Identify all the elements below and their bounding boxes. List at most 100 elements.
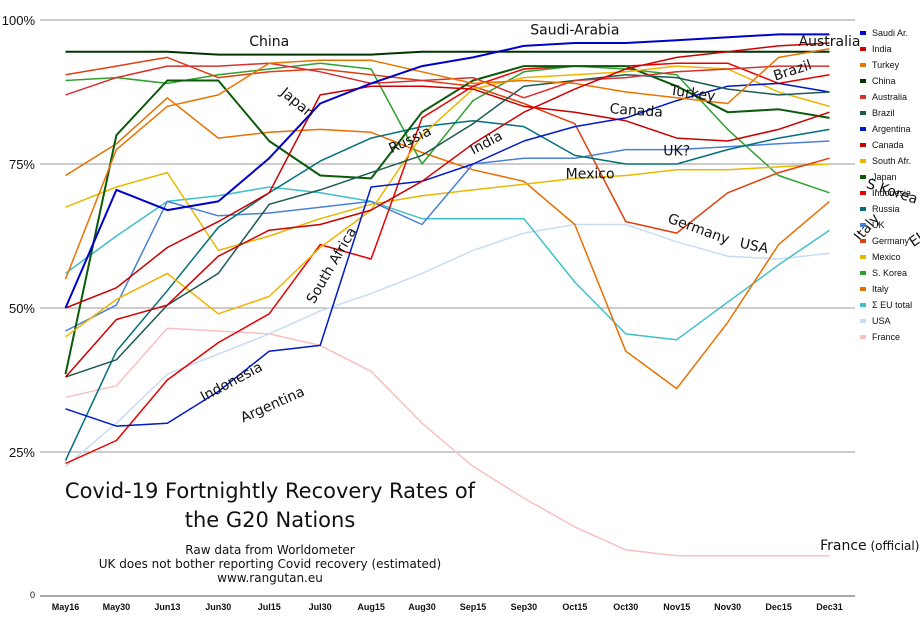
legend-entry: Σ EU total	[872, 300, 912, 310]
x-tick-label: Jun13	[154, 602, 180, 612]
legend-entry: Turkey	[872, 60, 900, 70]
annotation-suffix: (official)	[867, 539, 920, 553]
series-line-13	[65, 56, 830, 234]
series-line-14	[65, 163, 830, 252]
series-line-11	[64, 120, 830, 461]
x-tick-label: Aug30	[408, 602, 436, 612]
legend-swatch	[860, 79, 866, 83]
series-line-19	[65, 327, 830, 557]
y-tick-label: 100%	[2, 13, 36, 28]
legend-swatch	[860, 63, 866, 67]
series-line-12	[65, 140, 830, 332]
legend-swatch	[860, 303, 866, 307]
series-line-8	[65, 65, 830, 338]
legend-entry: Italy	[872, 284, 889, 294]
legend-swatch	[860, 319, 866, 323]
legend-entry: Saudi Ar.	[872, 28, 908, 38]
legend-swatch	[860, 191, 866, 195]
y-tick-label: 0	[30, 590, 35, 600]
legend-entry: Brazil	[872, 108, 895, 118]
annotation-label: Mexico	[566, 166, 615, 182]
x-tick-label: Aug15	[357, 602, 385, 612]
x-tick-label: Nov30	[714, 602, 741, 612]
y-tick-label: 25%	[9, 445, 35, 460]
legend-swatch	[860, 47, 866, 51]
legend-swatch	[860, 239, 866, 243]
series-line-10	[65, 62, 830, 465]
legend-entry: Japan	[872, 172, 897, 182]
annotation-label: Turkey	[668, 83, 716, 105]
legend-swatch	[860, 143, 866, 147]
series-line-18	[65, 223, 830, 467]
annotation-label: UK?	[663, 143, 690, 159]
series-lines	[64, 33, 830, 557]
chart-title-block: Covid-19 Fortnightly Recovery Rates of th…	[65, 479, 476, 585]
x-tick-label: Oct30	[613, 602, 638, 612]
series-line-0	[64, 33, 830, 309]
legend-swatch	[860, 335, 866, 339]
annotation-label: Saudi-Arabia	[530, 22, 619, 38]
legend-entry: Australia	[872, 92, 907, 102]
annotation-label: France (official)	[820, 538, 919, 554]
series-line-5	[65, 73, 830, 378]
chart-subtitle-line: UK does not bother reporting Covid recov…	[99, 557, 441, 571]
legend-swatch	[860, 127, 866, 131]
legend-entry: China	[872, 76, 896, 86]
y-tick-label: 75%	[9, 157, 35, 172]
annotation-label: Canada	[609, 101, 663, 121]
annotation-label: Australia	[799, 34, 861, 50]
chart-subtitle-line: www.rangutan.eu	[217, 571, 323, 585]
legend-entry: India	[872, 44, 892, 54]
legend: Saudi Ar. India Turkey China Australia Brazil…	[860, 28, 912, 342]
legend-swatch	[860, 159, 866, 163]
chart-title-line: Covid-19 Fortnightly Recovery Rates of	[65, 479, 476, 503]
legend-entry: Russia	[872, 204, 900, 214]
x-tick-label: Oct15	[562, 602, 587, 612]
legend-entry: Germany	[872, 236, 910, 246]
annotation-label: USA	[738, 236, 770, 258]
legend-entry: Mexico	[872, 252, 901, 262]
legend-swatch	[860, 95, 866, 99]
series-line-7	[65, 85, 830, 309]
series-line-9	[64, 65, 830, 375]
x-tick-label: May30	[103, 602, 131, 612]
x-tick-label: May16	[52, 602, 80, 612]
legend-entry: Canada	[872, 140, 904, 150]
y-axis-ticks: 100% 75% 50% 25% 0	[2, 13, 36, 600]
legend-entry: S. Korea	[872, 268, 907, 278]
x-tick-label: Jul30	[309, 602, 332, 612]
x-tick-label: Sep15	[460, 602, 487, 612]
series-line-4	[65, 62, 830, 99]
x-tick-label: Dec31	[816, 602, 843, 612]
chart-title-line: the G20 Nations	[185, 508, 356, 532]
x-tick-label: Jun30	[205, 602, 231, 612]
x-tick-label: Sep30	[511, 602, 538, 612]
legend-swatch	[860, 287, 866, 291]
x-tick-label: Dec15	[765, 602, 792, 612]
x-axis-ticks: May16 May30 Jun13 Jun30 Jul15 Jul30 Aug15 Aug30…	[52, 602, 843, 612]
chart-subtitle-line: Raw data from Worldometer	[185, 543, 355, 557]
annotation-label: China	[249, 34, 289, 50]
legend-swatch	[860, 175, 866, 179]
legend-swatch	[860, 207, 866, 211]
series-line-3	[65, 50, 830, 56]
series-line-6	[65, 82, 830, 427]
series-line-2	[64, 48, 830, 280]
legend-swatch	[860, 31, 866, 35]
legend-entry: Indonesia	[872, 188, 911, 198]
legend-swatch	[860, 255, 866, 259]
x-tick-label: Jul15	[258, 602, 281, 612]
y-tick-label: 50%	[9, 301, 35, 316]
series-line-15	[65, 62, 830, 194]
series-line-16	[65, 97, 830, 390]
x-tick-label: Nov15	[663, 602, 690, 612]
legend-entry: France	[872, 332, 900, 342]
series-line-17	[65, 186, 830, 341]
legend-swatch	[860, 223, 866, 227]
legend-entry: South Afr.	[872, 156, 911, 166]
legend-entry: Argentina	[872, 124, 911, 134]
legend-entry: UK	[872, 220, 885, 230]
series-line-1	[64, 42, 830, 378]
